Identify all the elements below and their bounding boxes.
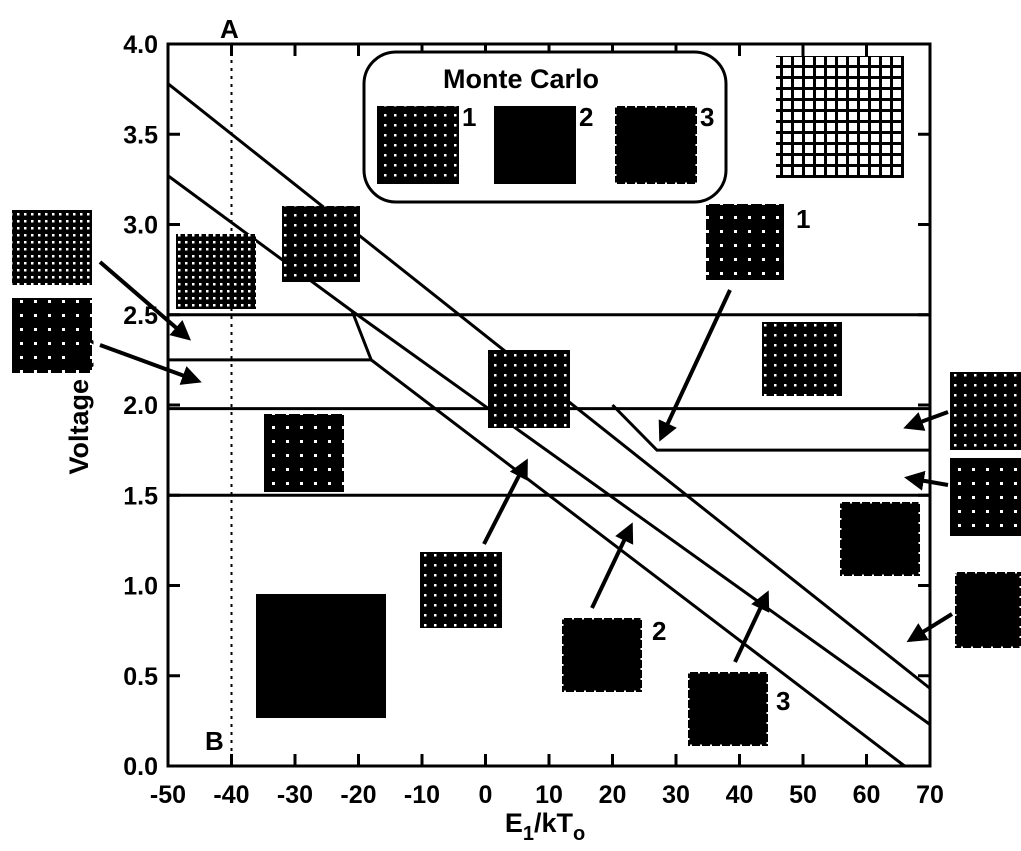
icon bbox=[256, 594, 386, 718]
y-tick-label: 1.0 bbox=[123, 573, 158, 601]
y-tick-label: 4.0 bbox=[123, 31, 158, 59]
annotation: 3 bbox=[776, 686, 790, 716]
icon bbox=[762, 322, 842, 396]
x-tick-label: 0 bbox=[479, 781, 493, 809]
icon bbox=[950, 372, 1021, 450]
x-tick-label: -10 bbox=[404, 781, 440, 809]
icon bbox=[494, 106, 576, 184]
x-tick-label: 20 bbox=[599, 781, 627, 809]
icon bbox=[688, 672, 768, 746]
icon bbox=[950, 458, 1021, 536]
arrow bbox=[735, 594, 767, 662]
x-tick-label: -50 bbox=[150, 781, 186, 809]
series-line bbox=[613, 405, 931, 450]
chart: -50 -40 -30 -20 -10 0 10 20 30 40 50 60 70 0.0 0.5 1.0 1… bbox=[0, 0, 1021, 846]
y-tick-label: 1.5 bbox=[123, 482, 158, 510]
inset-label: 1 bbox=[462, 102, 476, 132]
icon bbox=[420, 552, 502, 628]
arrow bbox=[661, 290, 730, 438]
icon bbox=[955, 572, 1021, 648]
x-tick-label: -30 bbox=[277, 781, 313, 809]
x-axis-label: E1/kTo bbox=[505, 808, 585, 845]
inset-label: 2 bbox=[579, 102, 593, 132]
x-label-part: /kT bbox=[534, 808, 574, 838]
icon bbox=[615, 106, 697, 184]
x-label-part: E bbox=[505, 808, 523, 838]
x-label-part: 1 bbox=[523, 823, 534, 845]
y-axis-label: Voltage (V) bbox=[64, 335, 94, 474]
x-tick-label: 50 bbox=[789, 781, 817, 809]
y-tick-label: 2.0 bbox=[123, 392, 158, 420]
y-tick-label: 3.5 bbox=[123, 121, 158, 149]
arrow bbox=[908, 478, 948, 485]
icon bbox=[264, 414, 344, 492]
arrow bbox=[592, 526, 631, 608]
icon bbox=[377, 106, 459, 184]
icon bbox=[776, 56, 904, 178]
icon bbox=[12, 210, 92, 285]
y-tick-label: 0.5 bbox=[123, 663, 158, 691]
arrow bbox=[907, 412, 948, 427]
y-tick-label: 3.0 bbox=[123, 212, 158, 240]
icon bbox=[282, 206, 360, 282]
x-tick-label: 40 bbox=[726, 781, 754, 809]
x-label-part: o bbox=[573, 823, 585, 845]
annotation: 1 bbox=[796, 204, 810, 234]
y-tick-label: 0.0 bbox=[123, 753, 158, 781]
x-tick-label: 70 bbox=[916, 781, 944, 809]
annotation: A bbox=[220, 14, 239, 44]
inset-label: 3 bbox=[700, 102, 714, 132]
icon bbox=[840, 502, 920, 576]
icon bbox=[706, 204, 784, 280]
x-tick-label: -20 bbox=[340, 781, 376, 809]
icon bbox=[176, 234, 256, 309]
icon bbox=[488, 350, 570, 428]
arrow bbox=[484, 462, 526, 544]
arrow bbox=[100, 345, 198, 381]
x-tick-label: 10 bbox=[535, 781, 563, 809]
x-tick-label: 30 bbox=[662, 781, 690, 809]
x-tick-label: 60 bbox=[853, 781, 881, 809]
annotation: 2 bbox=[652, 616, 666, 646]
icon bbox=[562, 618, 642, 692]
inset-title: Monte Carlo bbox=[443, 64, 599, 94]
annotation: B bbox=[205, 726, 224, 756]
x-tick-label: -40 bbox=[213, 781, 249, 809]
